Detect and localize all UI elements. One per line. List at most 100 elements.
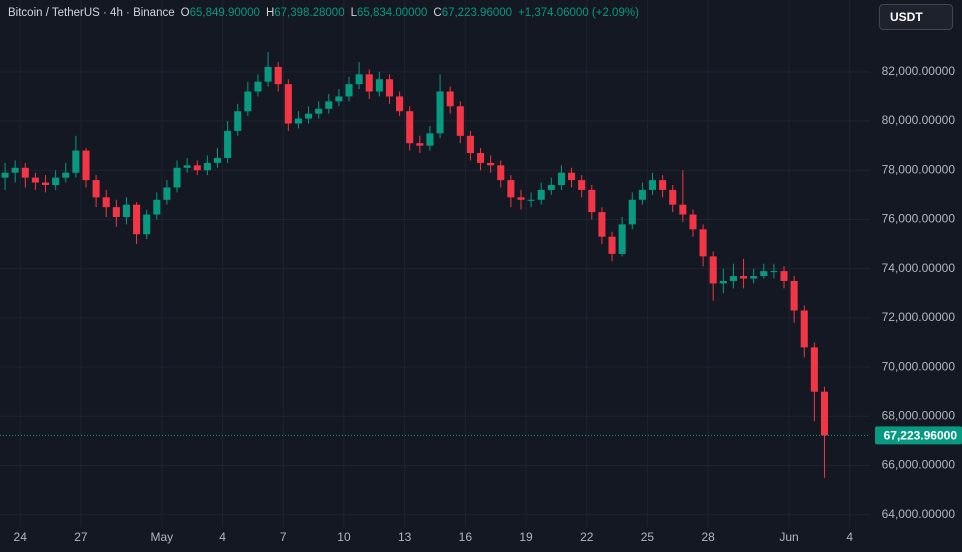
candle-body: [598, 212, 606, 237]
candle-body: [740, 276, 748, 279]
candle-body: [537, 189, 545, 200]
candle-body: [709, 256, 717, 284]
currency-button[interactable]: USDT: [879, 4, 953, 30]
candle-body: [21, 167, 29, 178]
candle-body: [254, 81, 262, 92]
candle-body: [11, 167, 19, 173]
candle-body: [557, 172, 565, 186]
candle-body: [760, 271, 768, 277]
candle-body: [385, 79, 394, 97]
candle-body: [193, 165, 201, 171]
candle-body: [800, 310, 808, 348]
x-tick-label: 7: [280, 530, 287, 544]
candle-body: [355, 74, 363, 85]
candle-body: [183, 165, 191, 168]
y-tick-label: 74,000.00000: [882, 261, 956, 275]
candle-body: [638, 189, 646, 200]
last-price-box: [875, 426, 962, 445]
x-tick-label: 13: [398, 530, 412, 544]
candle-body: [153, 199, 161, 215]
candle-body: [72, 150, 80, 173]
y-tick-label: 68,000.00000: [882, 408, 956, 422]
low-value: 65,834.00000: [357, 7, 428, 19]
candle-body: [608, 236, 616, 254]
candle-body: [224, 130, 232, 158]
candle-body: [213, 157, 222, 163]
candle-body: [669, 189, 677, 205]
low-letter: L: [350, 7, 358, 19]
candle-body: [770, 271, 778, 273]
candle-body: [82, 150, 90, 181]
candle-body: [92, 180, 100, 198]
candle-body: [820, 391, 829, 436]
candle-body: [375, 79, 383, 92]
symbol[interactable]: Bitcoin / TetherUS · 4h · Binance: [8, 7, 175, 19]
candle-body: [1, 172, 9, 178]
candle-body: [679, 204, 687, 215]
x-tick-label: Jun: [779, 530, 798, 544]
candle-body: [396, 96, 404, 112]
y-tick-label: 64,000.00000: [882, 507, 956, 521]
candle-body: [729, 276, 737, 281]
candle-body: [264, 66, 272, 82]
candle-body: [143, 214, 151, 235]
close-value: 67,223.96000: [441, 7, 513, 19]
x-tick-label: 24: [14, 530, 28, 544]
candle-body: [345, 84, 353, 97]
candle-body: [436, 91, 444, 134]
close-letter: C: [433, 7, 442, 19]
x-tick-label: 28: [701, 530, 715, 544]
y-tick-label: 70,000.00000: [882, 359, 956, 373]
x-tick-label: 4: [219, 530, 226, 544]
candle-body: [41, 182, 50, 186]
open-letter: O: [180, 7, 190, 19]
candle-body: [578, 180, 586, 190]
candle-body: [497, 165, 505, 181]
candle-body: [780, 271, 788, 281]
candle-body: [466, 135, 474, 154]
candle-body: [547, 185, 555, 190]
candle-body: [476, 153, 485, 163]
candle-body: [102, 197, 110, 208]
candle-body: [133, 204, 141, 235]
y-tick-label: 66,000.00000: [882, 458, 956, 472]
candle-body: [517, 197, 525, 200]
x-tick-label: 19: [519, 530, 533, 544]
candle-body: [487, 162, 495, 166]
candle-body: [294, 118, 302, 124]
high-value: 67,398.28000: [274, 7, 345, 19]
candle-body: [234, 111, 242, 131]
x-tick-label: 22: [580, 530, 594, 544]
y-tick-label: 82,000.00000: [882, 64, 956, 78]
y-tick-label: 72,000.00000: [882, 310, 956, 324]
x-tick-label: 27: [74, 530, 88, 544]
candle-body: [618, 224, 626, 254]
candle-body: [507, 180, 515, 198]
candle-body: [750, 276, 758, 279]
candle-body: [335, 96, 343, 102]
y-tick-label: 76,000.00000: [882, 212, 956, 226]
x-tick-label: 10: [337, 530, 351, 544]
candle-body: [628, 199, 636, 225]
y-tick-label: 78,000.00000: [882, 162, 956, 176]
candle-body: [719, 280, 727, 284]
candle-body: [659, 180, 667, 190]
candle-body: [648, 180, 657, 190]
candle-body: [325, 101, 333, 109]
y-tick-label: 80,000.00000: [882, 113, 956, 127]
candle-body: [810, 347, 818, 392]
candle-body: [284, 84, 292, 124]
legend-header: Bitcoin / TetherUS · 4h · Binance O 65,84…: [8, 7, 645, 19]
candle-body: [112, 207, 120, 217]
candle-body: [416, 143, 424, 146]
candle-body: [274, 66, 282, 85]
candle-body: [163, 187, 171, 200]
candle-body: [689, 214, 697, 230]
last-price-label: 67,223.96000: [884, 429, 958, 443]
candle-body: [31, 177, 39, 183]
x-tick-label: 4: [846, 530, 853, 544]
change-value: +1,374.06000 (+2.09%): [518, 7, 639, 19]
candle-body: [446, 91, 454, 107]
